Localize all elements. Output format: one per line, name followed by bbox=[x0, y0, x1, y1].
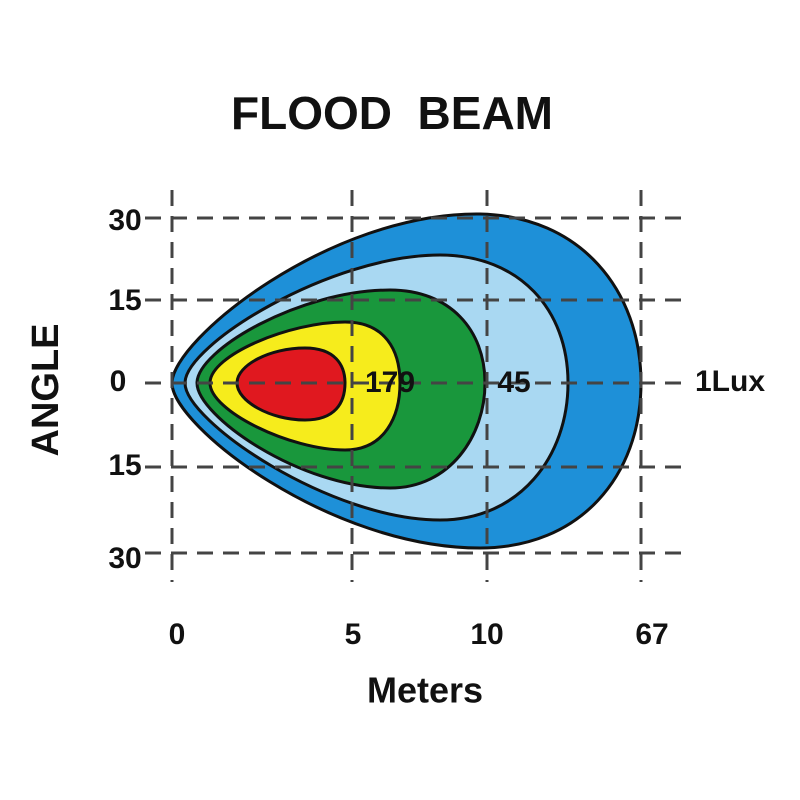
title: FLOOD BEAM bbox=[231, 87, 553, 139]
x-tick-label: 10 bbox=[470, 618, 503, 651]
y-tick-label: 15 bbox=[108, 449, 141, 482]
x-tick-label: 0 bbox=[169, 618, 186, 651]
contour-label: 45 bbox=[497, 366, 530, 399]
x-axis-label: Meters bbox=[367, 670, 483, 711]
y-tick-label: 30 bbox=[108, 542, 141, 575]
contour-label: 179 bbox=[365, 366, 415, 399]
x-tick-label: 67 bbox=[635, 618, 668, 651]
y-tick-label: 30 bbox=[108, 204, 141, 237]
contour-label: 1Lux bbox=[695, 365, 765, 398]
x-tick-label: 5 bbox=[345, 618, 362, 651]
y-tick-label: 0 bbox=[110, 365, 127, 398]
y-axis-label: ANGLE bbox=[25, 324, 67, 457]
y-tick-label: 15 bbox=[108, 284, 141, 317]
grid bbox=[145, 190, 685, 582]
